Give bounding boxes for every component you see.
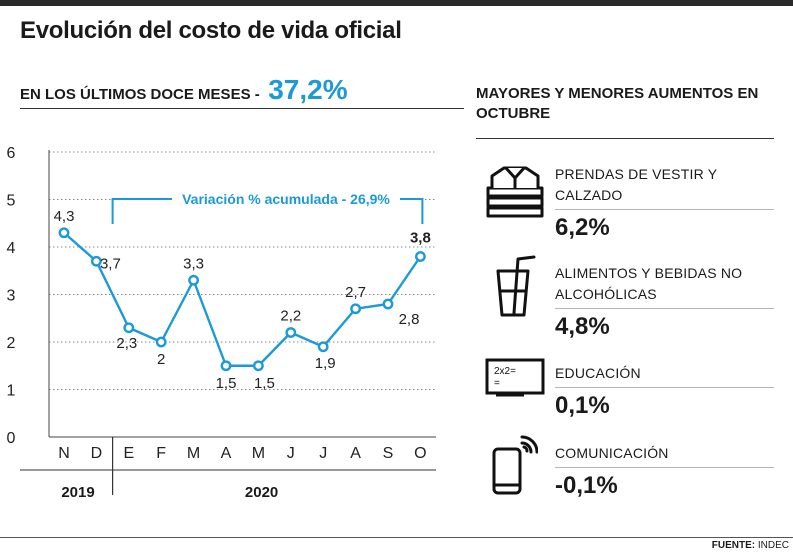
source-value: INDEC	[757, 540, 789, 551]
year-label: 2019	[61, 484, 94, 501]
subheading-label: EN LOS ÚLTIMOS DOCE MESES -	[20, 86, 260, 103]
blackboard-text: 2x2=	[494, 366, 516, 377]
year-label: 2020	[245, 484, 278, 501]
category-value: 0,1%	[555, 392, 610, 419]
data-label: 1,5	[254, 375, 275, 392]
page-title: Evolución del costo de vida oficial	[20, 17, 402, 44]
blackboard-text: =	[494, 378, 500, 389]
category-label: ALIMENTOS Y BEBIDAS NO ALCOHÓLICAS	[555, 263, 774, 309]
data-label: 2,3	[116, 335, 137, 352]
x-tick-label: D	[91, 445, 103, 462]
category-label: EDUCACIÓN	[555, 363, 774, 388]
source-label: FUENTE:	[711, 540, 756, 551]
x-tick-label: M	[252, 445, 265, 462]
data-point	[414, 251, 426, 262]
data-label: 4,3	[54, 208, 75, 225]
data-point	[382, 298, 394, 310]
clothes-stack-icon	[484, 164, 546, 227]
smartphone-icon	[490, 435, 539, 502]
data-point	[350, 303, 361, 315]
y-tick-label: 4	[7, 240, 16, 257]
category-value: 6,2%	[555, 214, 610, 241]
data-label: 3,7	[100, 255, 121, 272]
top-bar	[0, 0, 793, 6]
subheading: EN LOS ÚLTIMOS DOCE MESES - 37,2%	[20, 74, 464, 109]
category-label: COMUNICACIÓN	[555, 443, 774, 468]
panel-heading: MAYORES Y MENORES AUMENTOS EN OCTUBRE	[476, 84, 774, 139]
data-point	[91, 255, 102, 267]
data-point	[123, 322, 135, 334]
annotation-bg	[172, 187, 400, 209]
x-tick-label: J	[319, 445, 327, 462]
data-label: 2,8	[399, 311, 420, 328]
blackboard-icon: 2x2= =	[484, 357, 546, 404]
data-point	[285, 327, 297, 338]
data-label: 2	[157, 351, 165, 368]
data-point	[188, 274, 200, 286]
category-label: PRENDAS DE VESTIR Y CALZADO	[555, 164, 774, 210]
y-tick-label: 3	[7, 288, 16, 305]
category-value: -0,1%	[555, 472, 618, 499]
x-tick-label: M	[187, 445, 200, 462]
x-tick-label: O	[414, 445, 426, 462]
x-tick-label: N	[58, 445, 70, 462]
data-label: 2,7	[345, 284, 366, 301]
data-point	[252, 360, 264, 372]
data-label: 3,8	[410, 230, 431, 247]
series-line	[63, 231, 422, 367]
data-point	[155, 336, 167, 348]
x-tick-label: F	[156, 445, 166, 462]
line-chart: 0 1 2 3 4 5 6 2019 2020 N D E F M A M J J A S O Variación % a…	[7, 145, 436, 501]
data-label: 1,9	[315, 355, 336, 372]
x-tick-label: S	[383, 445, 394, 462]
x-tick-label: E	[123, 445, 134, 462]
y-tick-label: 2	[7, 335, 16, 352]
y-tick-label: 6	[7, 145, 16, 162]
data-label: 3,3	[183, 255, 204, 272]
y-tick-label: 1	[7, 383, 16, 400]
annotation-text: Variación % acumulada - 26,9%	[182, 191, 390, 207]
y-tick-label: 5	[7, 193, 16, 210]
x-tick-label: A	[350, 445, 361, 462]
data-label: 1,5	[216, 375, 237, 392]
x-tick-label: A	[221, 445, 232, 462]
x-tick-label: J	[287, 445, 295, 462]
footer-rule	[0, 537, 793, 538]
data-point	[58, 227, 70, 239]
data-point	[220, 360, 232, 372]
data-point	[317, 341, 329, 353]
data-label: 2,2	[280, 308, 301, 325]
source-credit: FUENTE: INDEC	[712, 540, 789, 551]
drink-glass-icon	[492, 255, 538, 324]
annual-inflation-value: 37,2%	[268, 74, 348, 105]
y-tick-label: 0	[7, 430, 16, 447]
category-value: 4,8%	[555, 313, 610, 340]
